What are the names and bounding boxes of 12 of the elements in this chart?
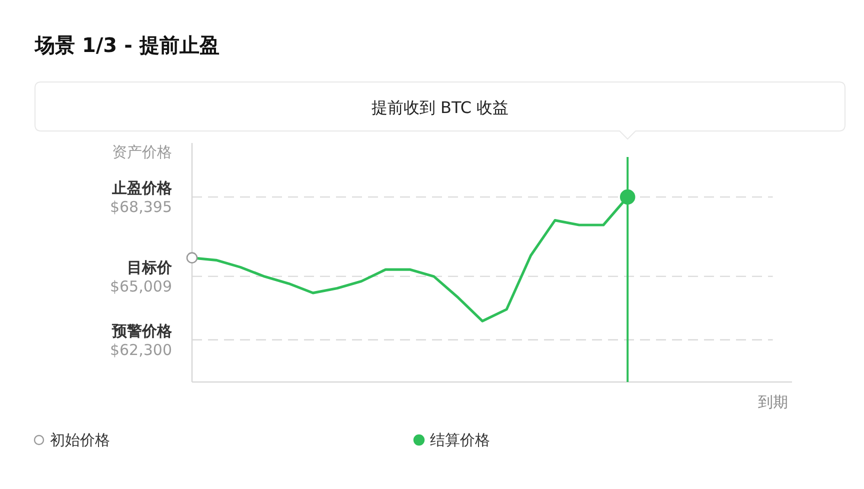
legend-label: 结算价格 <box>430 431 490 449</box>
y-tick-label: $65,009 <box>110 277 172 296</box>
y-tick-label: $68,395 <box>110 198 172 216</box>
ref-line-label: 止盈价格 <box>111 179 173 198</box>
chart-title: 场景 1/3 - 提前止盈 <box>34 33 220 57</box>
y-tick-label: $62,300 <box>110 340 172 359</box>
ref-line-label: 预警价格 <box>111 322 173 340</box>
legend-label: 初始价格 <box>50 431 110 449</box>
y-axis-title: 资产价格 <box>112 143 172 161</box>
ref-line-label: 目标价 <box>127 258 173 276</box>
text: 提前收到 BTC 收益 <box>371 98 509 117</box>
text: 到期 <box>758 393 788 411</box>
